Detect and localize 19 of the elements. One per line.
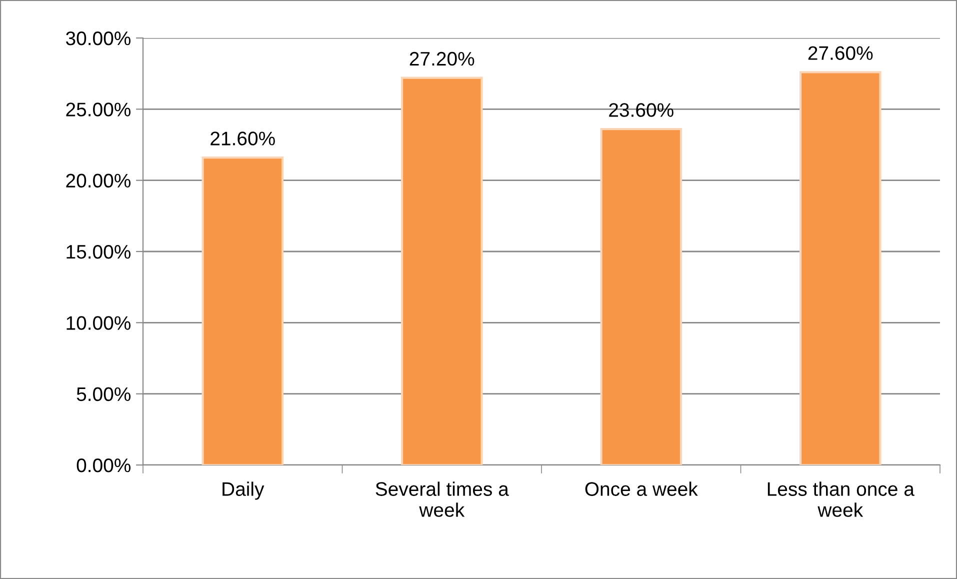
x-tick-label: Once a week [585, 482, 698, 496]
y-tick-label: 5.00% [76, 387, 131, 402]
bar [202, 156, 284, 465]
x-tick-label: Less than once a week [768, 482, 914, 517]
y-tick-label: 0.00% [76, 458, 131, 472]
data-label: 27.60% [808, 46, 873, 60]
y-tick-label: 10.00% [66, 316, 131, 330]
y-tick-label: 20.00% [66, 174, 131, 188]
x-tick-label: Several times a week [376, 482, 509, 517]
bar [400, 76, 483, 465]
bar [799, 71, 882, 465]
y-tick-label: 30.00% [66, 31, 131, 46]
y-tick-label: 25.00% [66, 102, 131, 116]
data-label: 23.60% [609, 103, 674, 117]
x-tick-label: Daily [222, 482, 264, 500]
y-tick-label: 15.00% [66, 244, 131, 259]
data-label: 21.60% [210, 132, 275, 146]
data-label: 27.20% [410, 52, 474, 66]
bar [600, 128, 682, 465]
